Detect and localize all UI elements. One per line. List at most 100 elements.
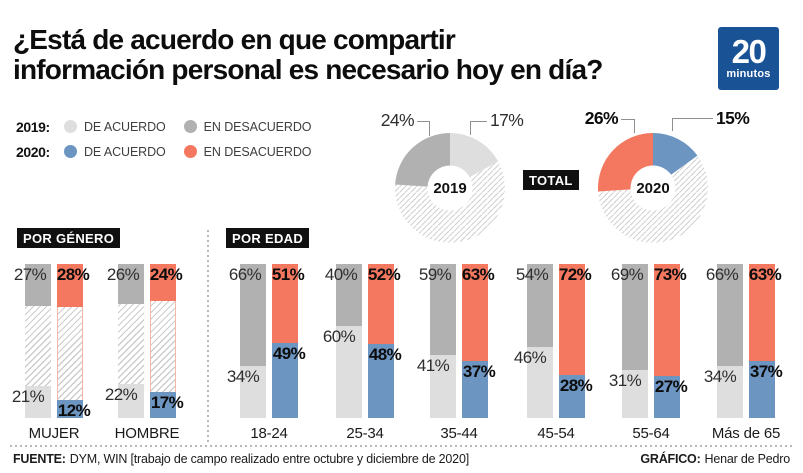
pct-label: 24%: [149, 265, 183, 284]
swatch-2019-de-acuerdo-icon: [64, 120, 77, 133]
bar-group-18-24: 66% 51% 34% 49% 18-24: [227, 264, 306, 442]
vertical-dotted-divider: [207, 230, 209, 442]
bar-2019-18-24: [240, 264, 266, 418]
bar-2019-25-34: [336, 264, 362, 418]
total-badge: TOTAL: [523, 170, 579, 190]
category-label-25-34: 25-34: [346, 425, 384, 442]
bar-2019-55-64: [622, 264, 648, 418]
credit-note: GRÁFICO: Henar de Pedro: [640, 452, 790, 466]
credit-label: GRÁFICO:: [640, 452, 701, 466]
segment-en-desacuerdo: [150, 264, 176, 301]
donut-slice: [598, 133, 653, 192]
bar-group-mujer: 27% 28% 21% 12% MUJER: [12, 264, 91, 442]
bar-2019-45-54: [527, 264, 553, 418]
bar-2020-25-34: [368, 264, 394, 418]
pct-label: 22%: [104, 385, 138, 405]
pct-label: 63%: [748, 265, 782, 284]
bar-2020-más-de-65: [749, 264, 775, 418]
section-label-por-genero: POR GÉNERO: [17, 228, 121, 248]
legend-year-2020: 2020:: [16, 143, 50, 160]
segment-de-acuerdo: [622, 370, 648, 418]
title-line-1: ¿Está de acuerdo en que compartir: [13, 24, 456, 55]
category-label-mujer: MUJER: [28, 425, 80, 442]
legend-label-2019-en-desacuerdo: EN DESACUERDO: [203, 119, 312, 134]
donut-slice: [450, 133, 499, 178]
category-label-55-64: 55-64: [632, 425, 670, 442]
donut-center-label: 2019: [433, 180, 466, 197]
source-label: FUENTE:: [13, 452, 66, 466]
legend: 2019: DE ACUERDO EN DESACUERDO 2020: DE …: [16, 114, 312, 164]
callout-2019-de-acuerdo: 17%: [490, 110, 524, 130]
callout-2020-en-desacuerdo: 26%: [584, 108, 619, 128]
logo-number: 20: [731, 33, 767, 70]
pct-label: 17%: [150, 392, 184, 412]
pct-label: 59%: [418, 265, 452, 284]
pct-label: 69%: [610, 265, 644, 284]
pct-label: 27%: [13, 265, 47, 284]
segment-en-desacuerdo: [717, 264, 743, 366]
segment-de-acuerdo: [559, 374, 585, 418]
category-label-más-de-65: Más de 65: [711, 425, 781, 442]
segment-de-acuerdo: [368, 344, 394, 418]
pct-label: 46%: [513, 348, 547, 368]
pct-label: 52%: [367, 265, 401, 284]
bar-group-55-64: 69% 73% 31% 27% 55-64: [609, 264, 688, 442]
segment-de-acuerdo: [336, 325, 362, 418]
segment-de-acuerdo: [430, 354, 456, 418]
callout-2020-de-acuerdo: 15%: [716, 108, 750, 128]
bar-group-45-54: 54% 72% 46% 28% 45-54: [514, 264, 593, 442]
segment-en-desacuerdo: [368, 264, 394, 345]
pct-label: 34%: [226, 366, 260, 386]
segment-en-desacuerdo: [462, 264, 488, 362]
bar-group-más-de-65: 66% 63% 34% 37% Más de 65: [704, 264, 783, 442]
page-title: ¿Está de acuerdo en que compartir inform…: [13, 25, 603, 85]
donut-svg: 2019: [395, 133, 506, 243]
segment-de-acuerdo: [717, 365, 743, 418]
callout-connector: [621, 119, 635, 133]
legend-label-2020-de-acuerdo: DE ACUERDO: [84, 144, 166, 159]
bar-2020-55-64: [654, 264, 680, 418]
donut-chart-2020: 2020: [597, 132, 709, 244]
bar-group-35-44: 59% 63% 41% 37% 35-44: [417, 264, 496, 442]
segment-en-desacuerdo: [654, 264, 680, 377]
pct-label: 34%: [703, 366, 737, 386]
callout-connector: [417, 121, 430, 136]
segment-hatched-remainder: [57, 307, 83, 400]
bar-2020-hombre: [150, 264, 176, 418]
category-label-hombre: HOMBRE: [114, 425, 180, 442]
segment-de-acuerdo: [749, 361, 775, 418]
pct-label: 27%: [654, 377, 688, 397]
category-label-45-54: 45-54: [537, 425, 575, 442]
segment-de-acuerdo: [118, 384, 144, 418]
segment-de-acuerdo: [240, 365, 266, 418]
segment-de-acuerdo: [150, 391, 176, 418]
segment-en-desacuerdo: [622, 264, 648, 371]
pct-label: 40%: [324, 265, 358, 284]
source-note: FUENTE: DYM, WIN [trabajo de campo realiz…: [13, 452, 469, 466]
donut-slice: [653, 133, 698, 175]
pct-label: 41%: [416, 355, 450, 375]
donut-center-label: 2020: [636, 180, 669, 197]
pct-label: 60%: [322, 326, 356, 346]
bar-2019-más-de-65: [717, 264, 743, 418]
donut-slice: [598, 155, 709, 243]
segment-hatched-remainder: [118, 304, 144, 385]
segment-hatched-remainder: [25, 305, 51, 386]
bar-group-25-34: 40% 52% 60% 48% 25-34: [323, 264, 402, 442]
segment-en-desacuerdo: [559, 264, 585, 375]
segment-en-desacuerdo: [749, 264, 775, 362]
segment-de-acuerdo: [527, 347, 553, 418]
pct-label: 37%: [749, 362, 783, 382]
bar-2019-mujer: [25, 264, 51, 418]
segment-de-acuerdo: [272, 342, 298, 418]
swatch-2019-en-desacuerdo-icon: [183, 120, 197, 133]
brand-logo: 20 minutos: [718, 27, 779, 90]
pct-label: 73%: [653, 265, 687, 284]
section-label-por-edad: POR EDAD: [226, 228, 310, 248]
pct-label: 66%: [228, 265, 262, 284]
category-label-35-44: 35-44: [440, 425, 478, 442]
donut-slice: [395, 161, 506, 243]
pct-label: 54%: [515, 265, 549, 284]
segment-de-acuerdo: [654, 376, 680, 418]
